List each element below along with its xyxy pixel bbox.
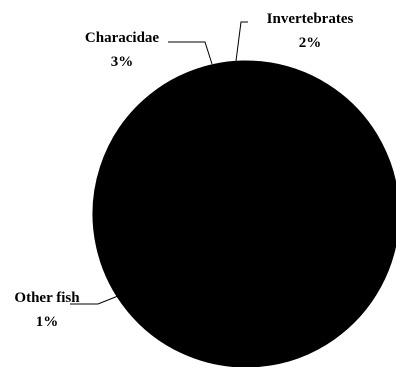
slice-label-other-fish: Other fish [14, 290, 80, 306]
labels-layer: Invertebrates 2% Characidae 3% Other fis… [14, 11, 353, 330]
slice-percent-characidae: 3% [111, 54, 134, 70]
slices-layer [92, 60, 396, 368]
leader-line-characidae [168, 41, 213, 65]
leader-line-other-fish [70, 295, 119, 305]
leader-line-invertebrates [235, 21, 248, 62]
leader-lines-layer [70, 21, 248, 305]
slice-percent-invertebrates: 2% [299, 35, 322, 51]
slice-label-invertebrates: Invertebrates [267, 11, 354, 27]
slice-percent-other-fish: 1% [36, 314, 59, 330]
slice-label-characidae: Characidae [85, 30, 160, 46]
pie-slice-main [92, 61, 396, 368]
